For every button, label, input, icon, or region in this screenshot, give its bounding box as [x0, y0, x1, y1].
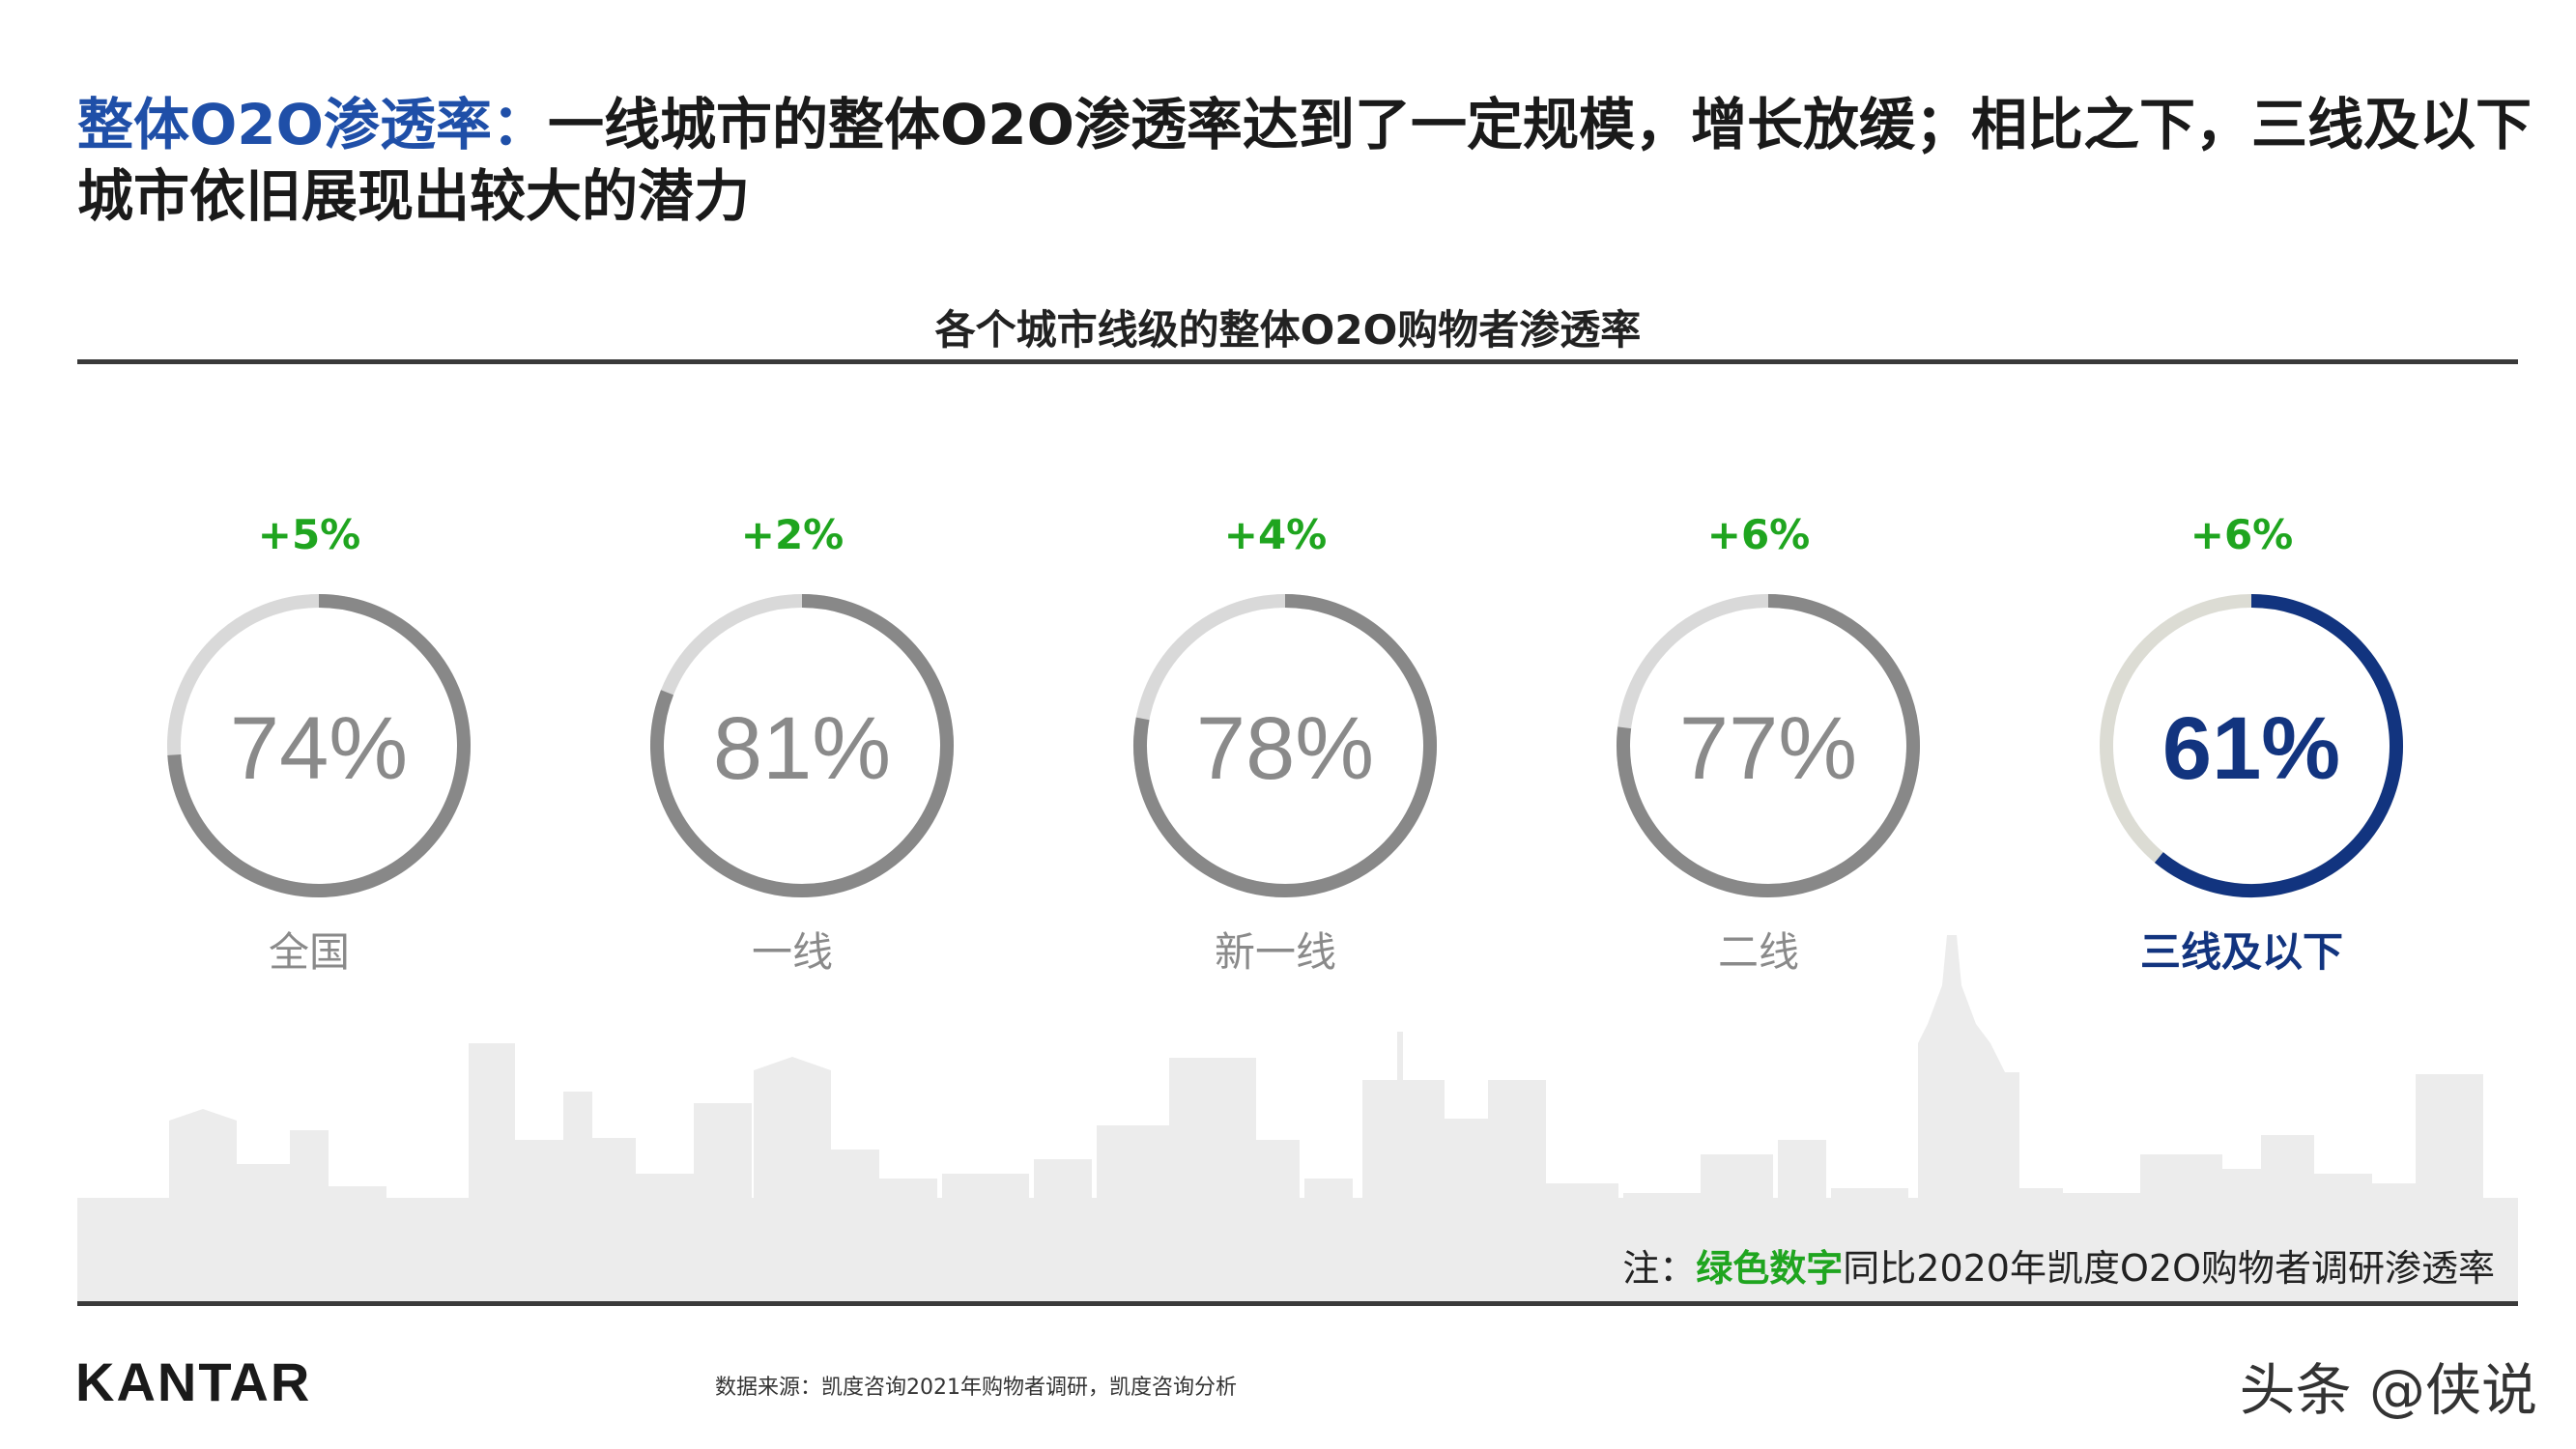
donut-value-label: 78% — [1196, 699, 1374, 798]
change-label: +6% — [2190, 511, 2294, 558]
category-label: 三线及以下 — [2140, 928, 2343, 976]
headline: 整体O2O渗透率：一线城市的整体O2O渗透率达到了一定规模，增长放缓；相比之下，… — [77, 89, 2532, 232]
donut-value-arc — [2154, 594, 2403, 897]
donut-value-arc — [1617, 594, 1920, 897]
chart-title: 各个城市线级的整体O2O购物者渗透率 — [934, 306, 1642, 354]
note-green-text: 绿色数字 — [1696, 1247, 1844, 1290]
footnote: 注：绿色数字同比2020年凯度O2O购物者调研渗透率 — [1622, 1238, 2495, 1292]
note-prefix: 注： — [1622, 1247, 1697, 1290]
kantar-logo: KANTAR — [75, 1351, 312, 1412]
bottom-divider — [77, 1301, 2518, 1306]
change-label: +2% — [741, 511, 844, 558]
donut-4: 77% +6% 二线 — [1617, 511, 1920, 976]
watermark: 头条 @侠说 — [2239, 1357, 2537, 1423]
donut-value-arc — [650, 594, 954, 897]
donut-value-arc — [167, 594, 471, 897]
category-label: 二线 — [1718, 928, 1799, 976]
donut-value-label: 81% — [713, 699, 891, 798]
donut-value-label: 77% — [1679, 699, 1857, 798]
headline-accent: 整体O2O渗透率： — [77, 92, 548, 157]
donut-value-label: 61% — [2162, 699, 2340, 798]
donut-2: 81% +2% 一线 — [650, 511, 954, 976]
top-divider — [77, 359, 2518, 364]
change-label: +4% — [1224, 511, 1328, 558]
category-label: 一线 — [752, 928, 833, 976]
note-suffix: 同比2020年凯度O2O购物者调研渗透率 — [1843, 1247, 2495, 1290]
change-label: +6% — [1707, 511, 1811, 558]
headline-text: 一线城市的整体O2O渗透率达到了一定规模，增长放缓；相比之下，三线及以下城市依旧… — [77, 92, 2532, 229]
donut-5: 61% +6% 三线及以下 — [2100, 511, 2403, 976]
donut-3: 78% +4% 新一线 — [1133, 511, 1437, 976]
donut-value-arc — [1133, 594, 1437, 897]
change-label: +5% — [258, 511, 361, 558]
category-label: 新一线 — [1215, 928, 1336, 976]
data-source: 数据来源：凯度咨询2021年购物者调研，凯度咨询分析 — [715, 1376, 1237, 1400]
donut-value-label: 74% — [230, 699, 408, 798]
category-label: 全国 — [269, 928, 350, 976]
donut-1: 74% +5% 全国 — [167, 511, 471, 976]
